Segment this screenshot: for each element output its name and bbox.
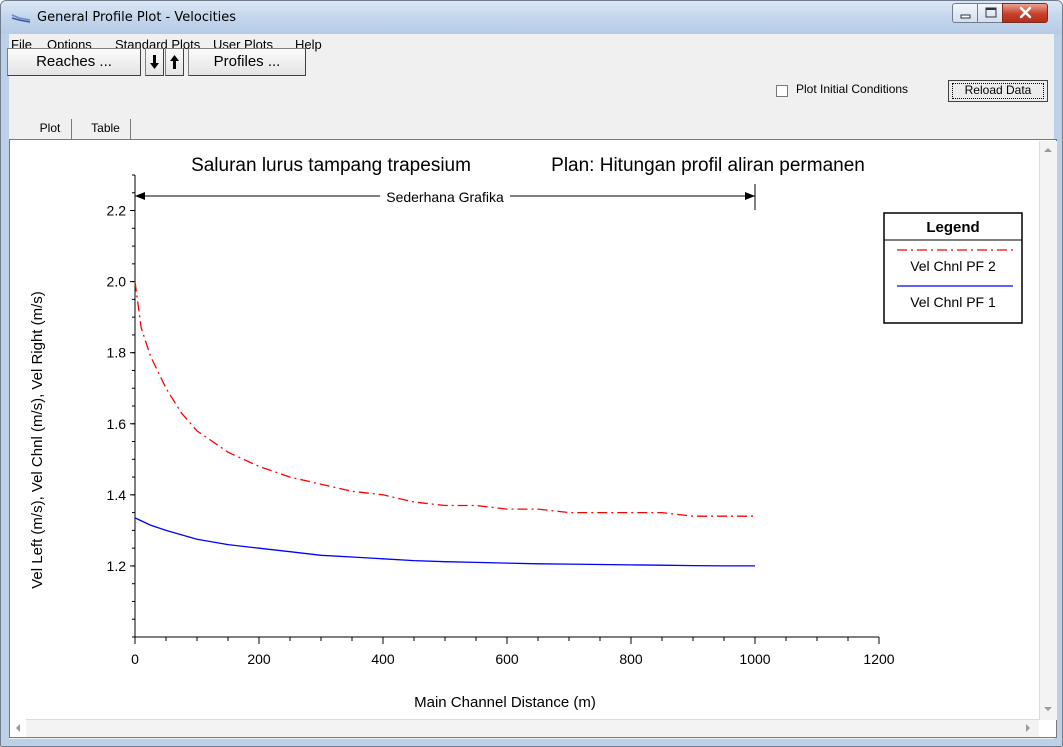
x-tick-label: 600 (495, 651, 519, 667)
chart-background (10, 140, 1039, 719)
scroll-left-icon[interactable] (10, 720, 26, 736)
move-up-button[interactable] (165, 48, 184, 76)
reload-data-label: Reload Data (964, 83, 1032, 97)
reaches-button[interactable]: Reaches ... (7, 48, 141, 76)
arrow-up-icon (170, 55, 179, 69)
plot-initial-conditions-checkbox[interactable] (776, 85, 788, 97)
scroll-right-icon[interactable] (1020, 720, 1036, 736)
title-bar[interactable]: General Profile Plot - Velocities (1, 1, 1062, 34)
profiles-button[interactable]: Profiles ... (188, 48, 306, 76)
y-tick-label: 2.2 (107, 203, 127, 219)
x-tick-label: 0 (131, 651, 139, 667)
axes: 0 200 400 600 800 1000 1200 1.2 1.4 1.6 1.8 2.0 2.2 (107, 174, 895, 667)
reach-arrow-left (135, 192, 145, 200)
legend-entry-pf2: Vel Chnl PF 2 (910, 258, 996, 274)
x-tick-label: 400 (371, 651, 395, 667)
velocity-profile-chart[interactable]: 0 200 400 600 800 1000 12001.21.41.61.82.02.2 … (10, 140, 1039, 719)
x-axis-label: Main Channel Distance (m) (414, 694, 596, 711)
horizontal-scrollbar[interactable] (16, 719, 1039, 737)
legend-box (883, 212, 1023, 324)
scroll-up-icon[interactable] (1040, 142, 1056, 158)
y-axis-label: Vel Left (m/s), Vel Chnl (m/s), Vel Righ… (29, 291, 46, 589)
reach-marker (134, 184, 756, 210)
vertical-scrollbar[interactable] (1039, 141, 1057, 720)
y-tick-label: 1.6 (107, 416, 127, 432)
y-tick-label: 1.4 (107, 487, 127, 503)
profile-plot-icon (11, 14, 31, 23)
series-layer (134, 281, 755, 567)
close-icon (1019, 6, 1032, 19)
series-line-vel-chnl-pf-2 (134, 281, 755, 517)
reach-arrow-right (745, 192, 755, 200)
legend-title: Legend (926, 219, 979, 236)
legend-entry-pf1: Vel Chnl PF 1 (910, 294, 996, 310)
plot-initial-conditions-label: Plot Initial Conditions (796, 82, 909, 96)
x-tick-label: 1000 (739, 651, 770, 667)
minimize-button[interactable] (952, 3, 978, 23)
legend: Legend Vel Chnl PF 2 Vel Chnl PF 1 (883, 212, 1023, 324)
maximize-button[interactable] (977, 3, 1003, 23)
x-tick-label: 200 (247, 651, 271, 667)
reach-label: Sederhana Grafika (386, 189, 504, 205)
y-tick-label: 2.0 (107, 274, 127, 290)
tab-plot[interactable]: Plot (29, 119, 72, 139)
focus-rect (952, 83, 1044, 99)
move-down-button[interactable] (145, 48, 164, 76)
tab-table[interactable]: Table (81, 119, 131, 139)
window-title: General Profile Plot - Velocities (37, 10, 237, 25)
x-tick-label: 800 (619, 651, 643, 667)
plan-label: Plan: Hitungan profil aliran permanen (551, 155, 865, 176)
scroll-down-icon[interactable] (1040, 701, 1056, 717)
y-tick-label: 1.8 (107, 345, 127, 361)
close-button[interactable] (1002, 3, 1048, 23)
maximize-icon (985, 7, 997, 18)
minimize-icon (960, 14, 971, 19)
arrow-down-icon (150, 55, 159, 69)
reload-data-button[interactable]: Reload Data (948, 80, 1048, 102)
chart-title: Saluran lurus tampang trapesium (191, 155, 471, 176)
y-tick-label: 1.2 (107, 558, 127, 574)
x-tick-label: 1200 (863, 651, 894, 667)
series-line-vel-chnl-pf-1 (134, 517, 755, 567)
